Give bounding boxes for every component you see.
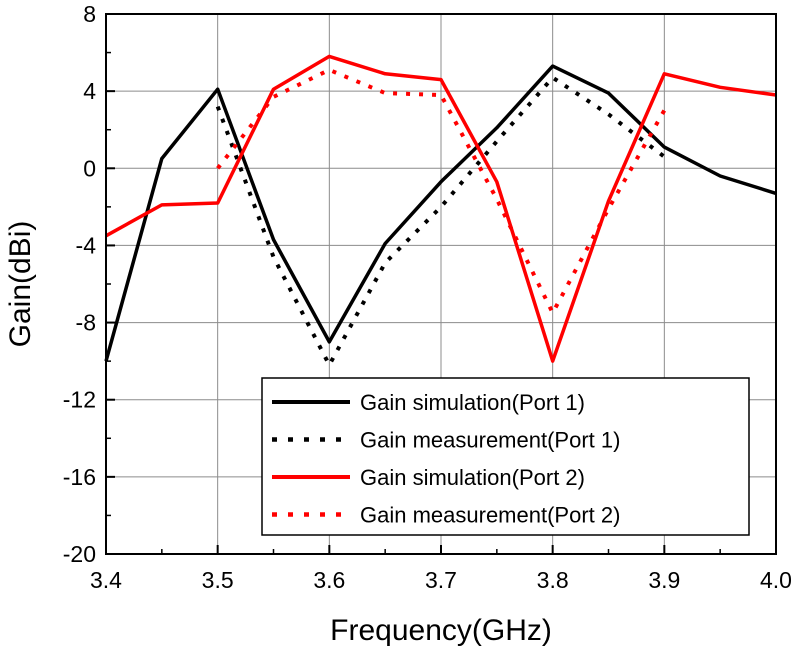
series-line-2	[215, 75, 666, 367]
legend-label-4: Gain measurement(Port 2)	[360, 503, 620, 528]
y-tick-label: 8	[83, 1, 96, 27]
legend-box	[261, 377, 750, 536]
y-tick-label: 0	[83, 155, 96, 181]
y-tick-label: -12	[63, 387, 96, 413]
x-tick-label: 3.7	[425, 567, 457, 593]
y-tick-label: -20	[63, 541, 96, 567]
y-tick-label: 4	[83, 78, 96, 104]
series-lines	[104, 54, 777, 367]
y-axis-title: Gain(dBi)	[4, 221, 37, 348]
legend-label-1: Gain simulation(Port 1)	[360, 390, 585, 415]
x-tick-label: 3.6	[313, 567, 345, 593]
series-line-3	[105, 54, 777, 363]
legend: Gain simulation(Port 1) Gain measurement(…	[261, 377, 750, 536]
x-axis-title: Frequency(GHz)	[330, 614, 552, 647]
x-tick-label: 4.0	[760, 567, 792, 593]
series-line-1	[104, 64, 777, 362]
axis-ticks: 3.4 3.5 3.6 3.7 3.8 3.9 4.0 -20 -16 -12 -8 -4 0 4 8	[63, 1, 792, 593]
x-tick-label: 3.4	[90, 567, 122, 593]
y-tick-label: -4	[76, 232, 97, 258]
legend-label-3: Gain simulation(Port 2)	[360, 465, 585, 490]
y-tick-label: -16	[63, 464, 96, 490]
x-tick-label: 3.5	[202, 567, 234, 593]
x-tick-label: 3.8	[537, 567, 569, 593]
x-tick-label: 3.9	[648, 567, 680, 593]
legend-label-2: Gain measurement(Port 1)	[360, 428, 620, 453]
y-tick-label: -8	[76, 310, 96, 336]
